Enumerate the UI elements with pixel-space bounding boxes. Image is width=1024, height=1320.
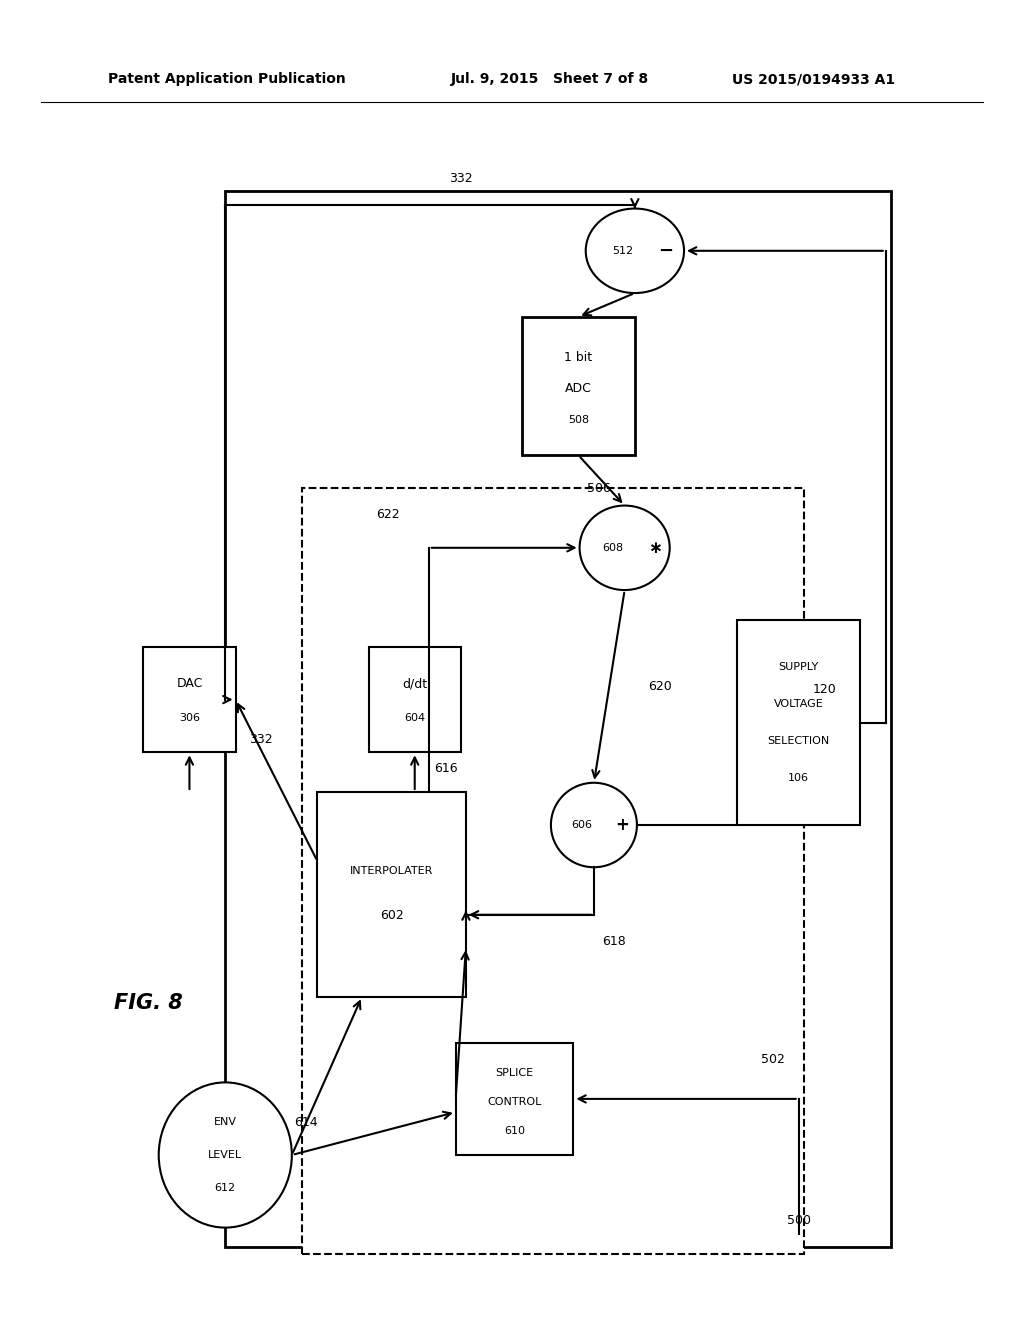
Text: 1 bit: 1 bit	[564, 351, 593, 363]
Text: +: +	[615, 816, 630, 834]
Text: DAC: DAC	[176, 677, 203, 690]
Text: 506: 506	[587, 482, 611, 495]
Text: Jul. 9, 2015   Sheet 7 of 8: Jul. 9, 2015 Sheet 7 of 8	[451, 73, 648, 86]
Text: 612: 612	[215, 1183, 236, 1193]
Text: 614: 614	[294, 1115, 317, 1129]
Text: 508: 508	[568, 416, 589, 425]
Text: 620: 620	[648, 680, 673, 693]
Text: 616: 616	[433, 762, 458, 775]
Text: ∗: ∗	[648, 539, 663, 557]
Ellipse shape	[551, 783, 637, 867]
Ellipse shape	[586, 209, 684, 293]
Text: 618: 618	[602, 935, 627, 948]
Bar	[225, 191, 891, 1247]
Text: SUPPLY: SUPPLY	[778, 663, 819, 672]
Ellipse shape	[159, 1082, 292, 1228]
Text: LEVEL: LEVEL	[208, 1150, 243, 1160]
Text: US 2015/0194933 A1: US 2015/0194933 A1	[732, 73, 895, 86]
Text: 306: 306	[179, 713, 200, 723]
Text: d/dt: d/dt	[402, 677, 427, 690]
Text: FIG. 8: FIG. 8	[114, 993, 183, 1014]
Text: CONTROL: CONTROL	[487, 1097, 542, 1106]
Text: ENV: ENV	[214, 1117, 237, 1127]
Text: 120: 120	[812, 684, 837, 696]
Text: 602: 602	[380, 909, 403, 921]
Bar	[369, 647, 461, 752]
Text: 500: 500	[786, 1214, 811, 1228]
Text: 512: 512	[612, 246, 633, 256]
Bar	[302, 488, 804, 1254]
Text: ADC: ADC	[565, 383, 592, 395]
Text: 332: 332	[249, 733, 273, 746]
Text: 622: 622	[376, 508, 399, 521]
Bar	[317, 792, 466, 997]
Bar	[737, 620, 860, 825]
Text: 604: 604	[404, 713, 425, 723]
Text: VOLTAGE: VOLTAGE	[774, 700, 823, 709]
Text: 502: 502	[761, 1053, 785, 1065]
Text: 106: 106	[788, 774, 809, 783]
Bar	[143, 647, 236, 752]
Bar	[522, 317, 635, 455]
Ellipse shape	[580, 506, 670, 590]
Text: SELECTION: SELECTION	[768, 737, 829, 746]
Bar	[456, 1043, 573, 1155]
Text: INTERPOLATER: INTERPOLATER	[350, 866, 433, 875]
Text: Patent Application Publication: Patent Application Publication	[108, 73, 345, 86]
Text: 610: 610	[504, 1126, 525, 1135]
Text: 332: 332	[449, 172, 473, 185]
Text: 606: 606	[571, 820, 592, 830]
Text: SPLICE: SPLICE	[496, 1068, 534, 1077]
Text: −: −	[658, 242, 673, 260]
Text: 608: 608	[602, 543, 623, 553]
